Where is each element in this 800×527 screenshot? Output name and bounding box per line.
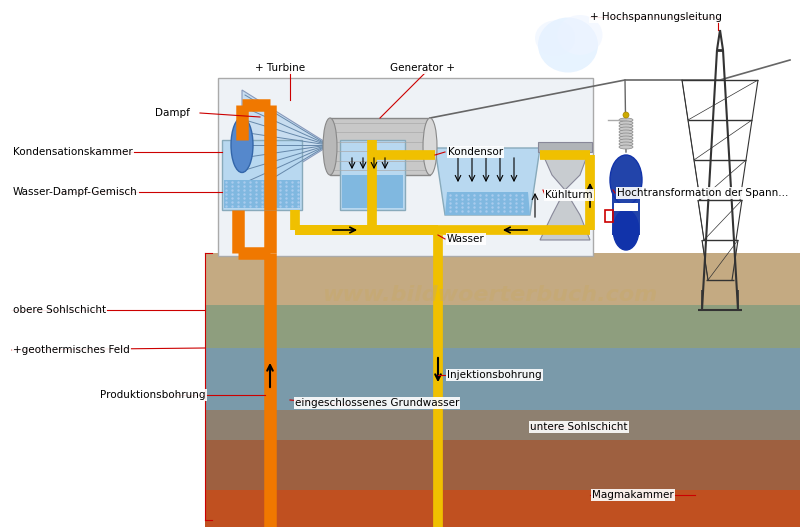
Bar (340, 140, 405, 210)
Ellipse shape (619, 127, 633, 131)
Text: www.bildwoerterbuch.com: www.bildwoerterbuch.com (322, 285, 658, 305)
Bar (205, 440, 800, 490)
Text: + Turbine: + Turbine (255, 63, 305, 73)
Bar (222, 140, 302, 210)
Ellipse shape (619, 124, 633, 128)
Bar (205, 348, 800, 410)
Text: eingeschlossenes Grundwasser: eingeschlossenes Grundwasser (295, 398, 459, 408)
Polygon shape (445, 192, 530, 215)
Ellipse shape (558, 15, 602, 55)
Text: Injektionsbohrung: Injektionsbohrung (447, 370, 542, 380)
Bar (205, 490, 800, 527)
Text: Wasser: Wasser (447, 234, 485, 244)
Bar (330, 118, 430, 175)
Ellipse shape (619, 118, 633, 122)
Polygon shape (242, 90, 330, 200)
Ellipse shape (619, 136, 633, 140)
Ellipse shape (231, 118, 253, 172)
Text: obere Sohlschicht: obere Sohlschicht (13, 305, 106, 315)
Bar (614, 203, 638, 211)
Bar (205, 410, 800, 440)
Polygon shape (540, 148, 590, 240)
Bar (218, 78, 593, 256)
Text: Generator +: Generator + (390, 63, 455, 73)
Ellipse shape (619, 130, 633, 134)
Ellipse shape (619, 142, 633, 146)
Bar (605, 210, 613, 222)
Bar (224, 180, 300, 208)
Text: Kühlturm: Kühlturm (545, 190, 593, 200)
Polygon shape (435, 148, 540, 215)
Text: Wasser-Dampf-Gemisch: Wasser-Dampf-Gemisch (13, 187, 138, 197)
Ellipse shape (535, 21, 575, 55)
Text: Dampf: Dampf (155, 108, 190, 118)
Text: Magmakammer: Magmakammer (592, 490, 674, 500)
Bar (342, 175, 403, 208)
Text: Produktionsbohrung: Produktionsbohrung (100, 390, 206, 400)
Ellipse shape (619, 121, 633, 125)
Text: Kondensor: Kondensor (448, 147, 503, 157)
Bar (205, 253, 800, 305)
Text: + Hochspannungsleitung: + Hochspannungsleitung (590, 12, 722, 22)
Text: +geothermisches Feld: +geothermisches Feld (13, 345, 130, 355)
Ellipse shape (619, 139, 633, 143)
Bar (205, 305, 800, 348)
Text: Kondensationskammer: Kondensationskammer (13, 147, 133, 157)
Ellipse shape (323, 118, 337, 175)
Bar (612, 175, 640, 235)
Ellipse shape (619, 133, 633, 137)
Text: untere Sohlschicht: untere Sohlschicht (530, 422, 627, 432)
Bar (205, 253, 800, 305)
Text: Hochtransformation der Spann...: Hochtransformation der Spann... (617, 188, 788, 198)
Ellipse shape (614, 210, 638, 250)
Ellipse shape (623, 112, 629, 118)
Ellipse shape (538, 17, 598, 73)
Ellipse shape (610, 155, 642, 205)
Ellipse shape (619, 145, 633, 149)
Bar (538, 142, 592, 152)
Ellipse shape (423, 118, 437, 175)
